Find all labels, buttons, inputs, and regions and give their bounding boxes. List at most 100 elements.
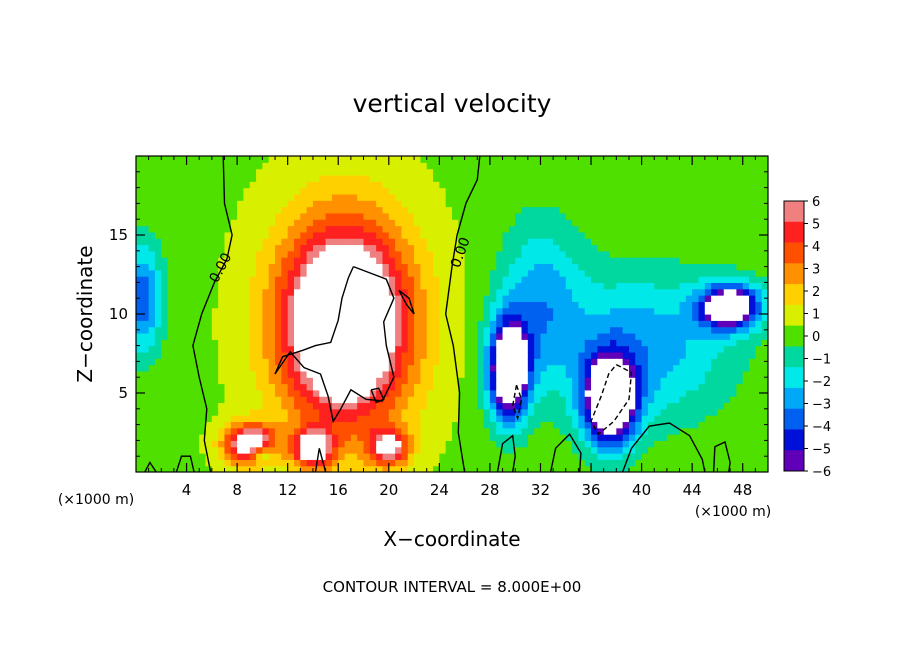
field-cell	[142, 358, 150, 366]
field-cell	[154, 156, 162, 163]
field-cell	[749, 219, 756, 227]
field-cell	[382, 358, 390, 366]
field-cell	[161, 421, 169, 429]
field-cell	[148, 402, 156, 410]
field-cell	[534, 459, 542, 467]
field-cell	[420, 415, 428, 423]
field-cell	[622, 200, 630, 208]
field-cell	[350, 295, 358, 302]
field-cell	[736, 276, 744, 283]
field-cell	[142, 307, 150, 315]
field-cell	[414, 187, 421, 195]
field-cell	[180, 314, 188, 321]
field-cell	[755, 238, 763, 246]
field-cell	[489, 168, 497, 176]
field-cell	[502, 269, 510, 277]
field-cell	[256, 225, 263, 233]
field-cell	[742, 263, 750, 271]
field-cell	[136, 282, 143, 290]
field-cell	[401, 156, 409, 163]
field-cell	[635, 459, 643, 467]
field-cell	[211, 181, 219, 189]
field-cell	[325, 326, 333, 334]
field-cell	[641, 351, 649, 359]
field-cell	[641, 440, 649, 448]
field-cell	[344, 263, 352, 271]
field-cell	[730, 269, 737, 277]
field-cell	[666, 212, 674, 220]
field-cell	[161, 282, 169, 290]
field-cell	[192, 314, 200, 321]
field-cell	[382, 326, 390, 334]
field-cell	[300, 358, 308, 366]
field-cell	[641, 453, 649, 460]
field-cell	[584, 295, 592, 302]
field-cell	[420, 250, 428, 258]
field-cell	[698, 238, 706, 246]
field-cell	[154, 263, 162, 271]
field-cell	[597, 351, 605, 359]
field-cell	[376, 421, 384, 429]
field-cell	[641, 225, 649, 233]
field-cell	[477, 156, 485, 163]
field-cell	[534, 453, 542, 460]
field-cell	[426, 339, 434, 347]
field-cell	[186, 377, 194, 385]
field-cell	[452, 225, 459, 233]
field-cell	[186, 434, 194, 441]
field-cell	[445, 345, 453, 353]
field-cell	[534, 219, 542, 227]
field-cell	[281, 345, 289, 353]
field-cell	[742, 225, 750, 233]
field-cell	[755, 193, 763, 201]
field-cell	[546, 358, 554, 366]
field-cell	[603, 244, 611, 252]
field-cell	[300, 396, 308, 404]
field-cell	[736, 326, 744, 334]
field-cell	[211, 440, 219, 448]
field-cell	[445, 225, 453, 233]
field-cell	[464, 269, 472, 277]
field-cell	[401, 263, 409, 271]
field-cell	[167, 446, 175, 454]
field-cell	[546, 174, 554, 182]
field-cell	[426, 295, 434, 302]
field-cell	[515, 250, 523, 258]
field-cell	[376, 301, 384, 309]
field-cell	[584, 174, 592, 182]
field-cell	[344, 219, 352, 227]
field-cell	[527, 250, 535, 258]
field-cell	[439, 440, 447, 448]
field-cell	[603, 364, 611, 372]
field-cell	[565, 332, 573, 340]
field-cell	[161, 339, 169, 347]
field-cell	[477, 383, 485, 391]
field-cell	[350, 459, 358, 467]
field-cell	[357, 408, 365, 416]
field-cell	[572, 446, 579, 454]
field-cell	[262, 231, 270, 239]
field-cell	[477, 446, 485, 454]
field-cell	[452, 187, 459, 195]
field-cell	[376, 263, 384, 271]
field-cell	[249, 421, 257, 429]
field-cell	[616, 174, 624, 182]
field-cell	[331, 162, 339, 170]
field-cell	[527, 307, 535, 315]
field-cell	[369, 320, 377, 328]
field-cell	[572, 326, 579, 334]
field-cell	[730, 219, 737, 227]
field-cell	[256, 446, 263, 454]
field-cell	[489, 453, 497, 460]
field-cell	[692, 402, 700, 410]
field-cell	[470, 231, 478, 239]
field-cell	[237, 244, 245, 252]
field-cell	[673, 200, 681, 208]
field-cell	[275, 307, 282, 315]
field-cell	[565, 156, 573, 163]
field-cell	[395, 339, 403, 347]
field-cell	[262, 288, 270, 296]
field-cell	[173, 162, 181, 170]
field-cell	[730, 415, 737, 423]
field-cell	[704, 181, 712, 189]
